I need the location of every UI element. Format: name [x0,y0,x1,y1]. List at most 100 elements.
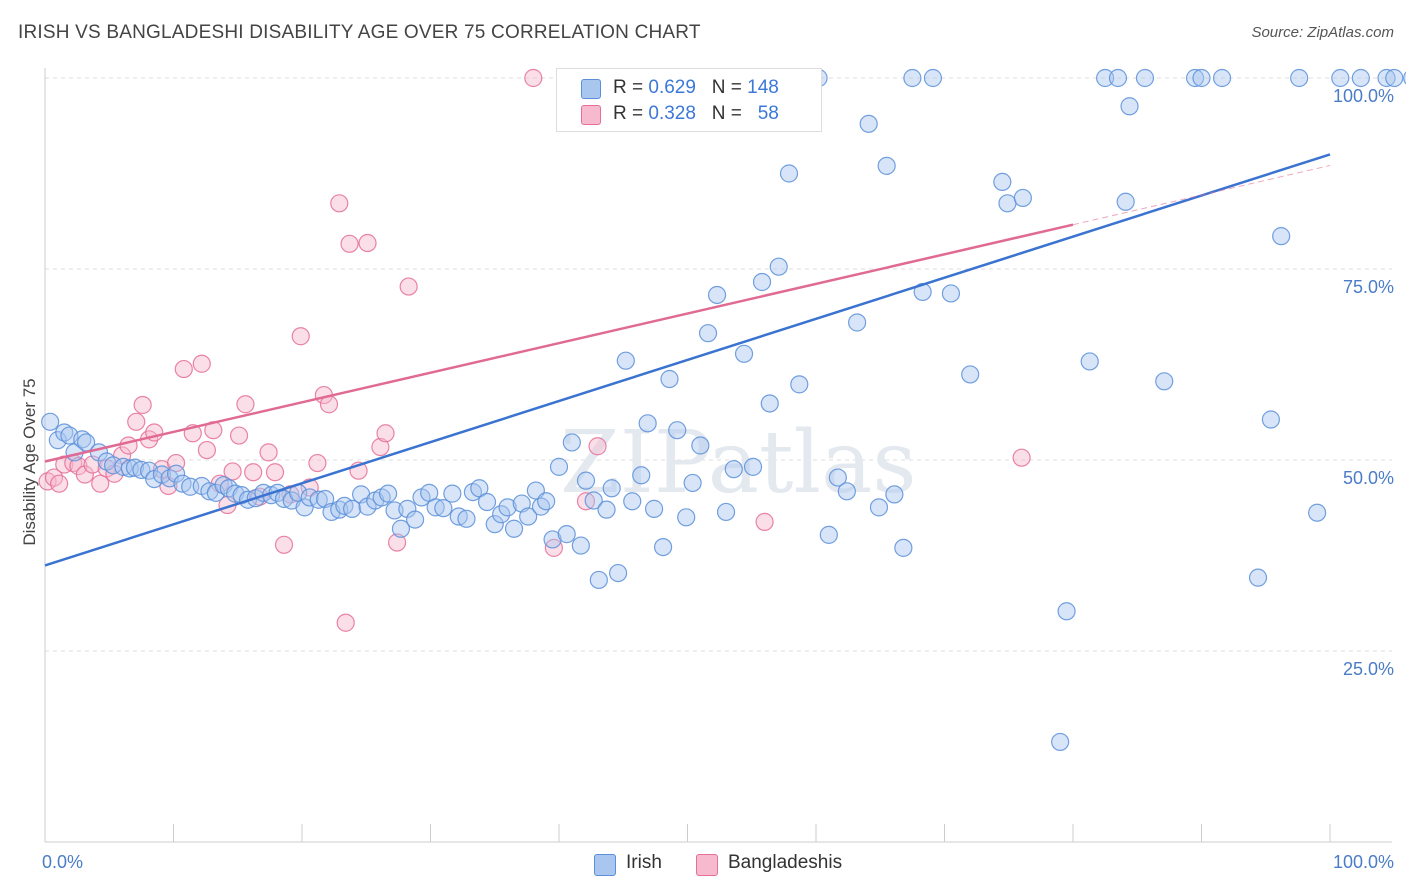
irish-point [869,498,889,517]
irish-point [653,537,673,557]
irish-point [632,466,651,485]
irish-point [698,324,718,343]
y-tick-100: 100.0% [1332,86,1394,106]
irish-point [743,457,763,476]
bangladeshi-point [75,465,94,484]
correlation-legend: R = 0.629 N = 148 R = 0.328 N = 58 [556,68,822,132]
irish-point [998,194,1017,213]
irish-point [531,497,551,516]
irish-point [1308,503,1327,522]
irish-point [1080,352,1099,371]
irish-legend-label: Irish [626,852,662,873]
irish-point [638,414,657,433]
irish-point [434,499,453,518]
irish-n-label: N = [711,77,748,98]
irish-point [734,344,754,363]
irish-point [492,505,511,524]
irish-point [644,499,664,518]
irish-point [760,394,779,413]
irish-point [557,525,576,544]
bangladeshi-point [265,463,285,482]
bangladeshi-point [340,234,359,253]
irish-point [894,538,913,557]
bangladeshi-point [576,492,596,511]
irish-point [616,351,635,370]
bangladeshi-point [358,233,377,253]
irish-point [543,530,562,549]
irish-point [1248,568,1268,587]
bangladeshi-point [755,512,774,531]
bangladeshi-point [524,68,543,88]
bangladeshi-point [197,440,217,460]
bangladeshi-point [399,277,418,296]
y-tick-75: 75.0% [1342,277,1394,297]
irish-point [668,421,687,440]
irish-point [571,536,590,555]
irish-point [848,313,867,332]
irish-point [519,507,538,526]
bangladeshi-point [291,327,310,346]
irish-point [1385,68,1404,88]
trend-lines [44,153,1331,567]
irish-point [1155,372,1174,391]
bangladeshi-point [127,412,146,431]
irish-point [391,519,411,538]
irish-point [779,164,799,183]
bangladeshi-point [50,474,69,493]
irish-point [961,365,980,384]
bangladeshi-point [588,437,607,456]
irish-point [1331,68,1350,88]
irish-point [769,257,788,276]
bangladeshi-point [192,354,211,373]
irish-point [576,471,596,490]
source-label: Source: ZipAtlas.com [1251,24,1394,41]
irish-point [309,490,328,509]
irish-point [1351,68,1370,88]
irish-point [677,508,696,527]
bangladeshi-trend-extension [1072,164,1331,226]
irish-point [166,464,186,483]
bangladeshi-point [376,424,395,443]
bangladeshi-point [174,359,193,379]
irish-point [584,491,603,510]
irish-point [426,498,445,517]
irish-point [537,492,556,511]
irish-point [132,460,151,480]
bangladeshi-point [274,535,294,554]
bangladeshi-point [308,453,327,473]
irish-point [1116,192,1135,211]
bangladeshi-r-label: R = [613,103,649,124]
bangladeshi-r-value: 0.328 [648,103,696,124]
irish-point [48,431,67,450]
irish-point [602,479,621,498]
bangladeshi-n-label: N = [711,103,748,124]
x-tick-100: 100.0% [1332,852,1394,872]
irish-point [660,369,679,389]
axes [44,68,1392,843]
irish-point [752,272,772,292]
bangladeshi-trend-line [44,223,1074,463]
irish-n-value: 148 [747,77,779,98]
irish-point [443,484,462,503]
irish-point [877,156,896,175]
irish-swatch [581,79,601,99]
irish-point [562,433,581,452]
irish-point [589,570,608,590]
irish-point [470,479,489,498]
irish-point [885,485,904,504]
irish-point [1403,71,1406,85]
irish-point [1192,68,1211,88]
bangladeshi-point [1012,448,1031,467]
irish-point [623,492,642,511]
irish-point [378,484,398,503]
bangladeshi-point [166,453,186,473]
irish-point [716,502,736,522]
irish-point [1135,68,1155,88]
irish-point [1185,68,1205,88]
irish-point [1261,410,1280,429]
irish-point [790,375,809,394]
irish-point [549,457,569,476]
bangladeshi-point [229,426,249,445]
irish-point [1057,602,1076,621]
bangladeshi-point [119,436,138,455]
